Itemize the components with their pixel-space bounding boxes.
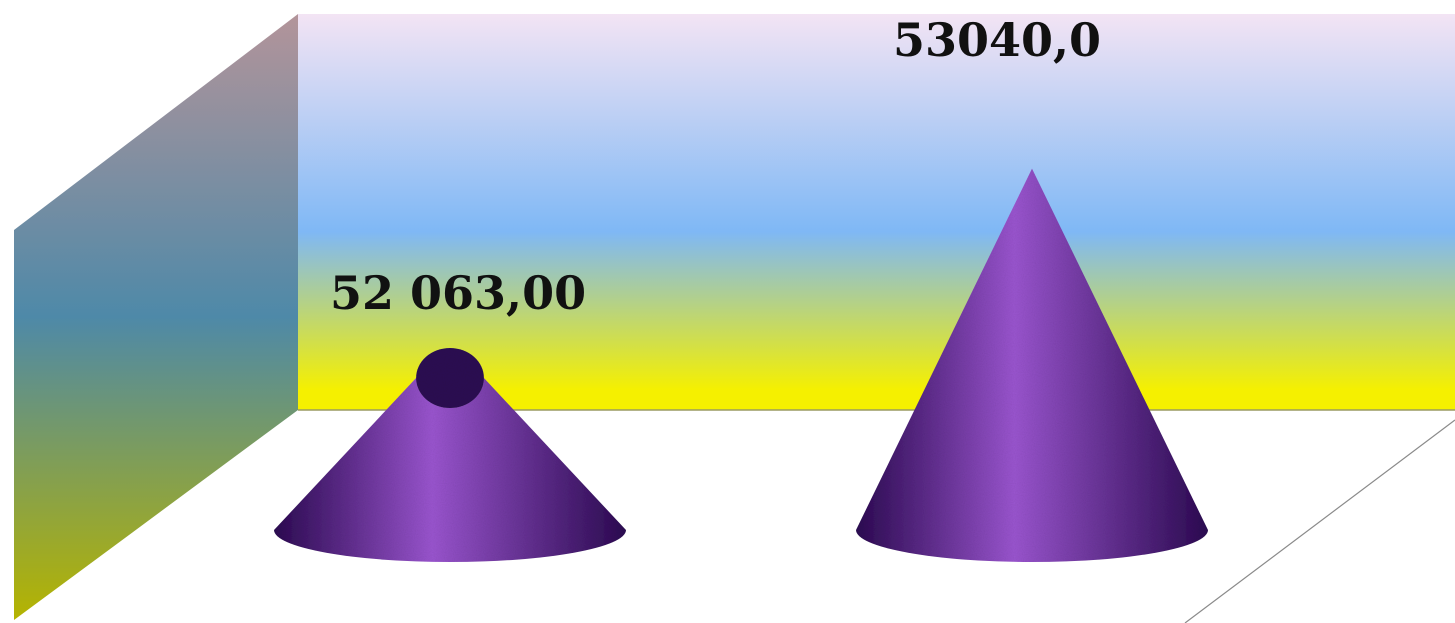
chart-marks — [274, 168, 1208, 562]
chart-side-wall — [14, 14, 298, 620]
cone-bar-1-top — [416, 348, 484, 408]
chart-back-wall — [298, 14, 1455, 410]
cone-bar-1 — [274, 378, 626, 562]
data-label-2: 53040,0 — [893, 13, 1101, 67]
floor-right-edge — [1184, 419, 1455, 623]
data-label-1: 52 063,00 — [330, 266, 586, 320]
cone-bar-2 — [856, 168, 1208, 562]
data-labels: 52 063,00 53040,0 — [330, 13, 1101, 320]
